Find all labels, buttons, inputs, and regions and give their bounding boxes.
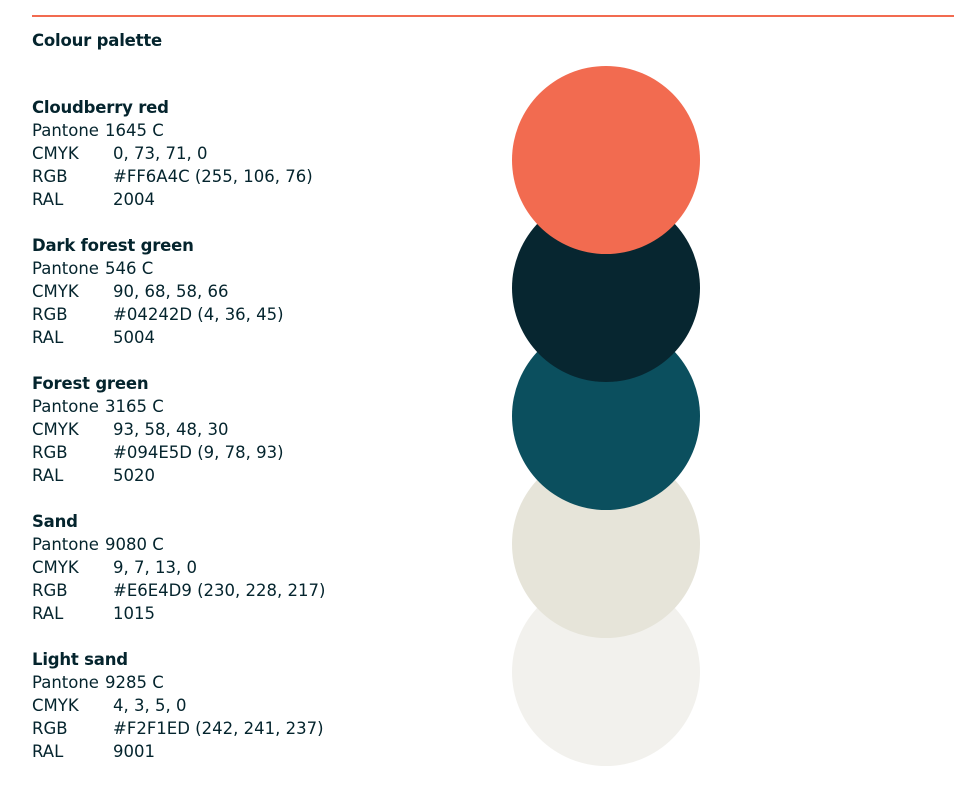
pantone-value: 546 C (104, 259, 154, 278)
cmyk-value: 4, 3, 5, 0 (113, 696, 187, 715)
colour-name: Dark forest green (32, 236, 194, 255)
ral-value: 1015 (113, 604, 155, 623)
ral-label: RAL (32, 604, 64, 623)
ral-label: RAL (32, 466, 64, 485)
cmyk-label: CMYK (32, 558, 79, 577)
pantone-label: Pantone (32, 121, 99, 140)
ral-value: 5020 (113, 466, 155, 485)
colour-spec-sand: Sand Pantone 9080 C CMYK 9, 7, 13, 0 RGB… (32, 510, 325, 648)
ral-row: RAL 2004 (32, 188, 325, 211)
ral-value: 2004 (113, 190, 155, 209)
colour-spec-dark-forest-green: Dark forest green Pantone 546 C CMYK 90,… (32, 234, 325, 372)
cmyk-value: 93, 58, 48, 30 (113, 420, 229, 439)
rgb-label: RGB (32, 719, 68, 738)
cmyk-value: 90, 68, 58, 66 (113, 282, 229, 301)
rgb-value: #E6E4D9 (230, 228, 217) (113, 581, 326, 600)
ral-value: 5004 (113, 328, 155, 347)
cmyk-row: CMYK 4, 3, 5, 0 (32, 694, 325, 717)
colour-spec-list: Cloudberry red Pantone 1645 C CMYK 0, 73… (32, 96, 325, 786)
cmyk-label: CMYK (32, 282, 79, 301)
rgb-label: RGB (32, 167, 68, 186)
pantone-label: Pantone (32, 259, 99, 278)
ral-row: RAL 9001 (32, 740, 325, 763)
pantone-label: Pantone (32, 535, 99, 554)
section-title: Colour palette (32, 31, 163, 50)
rgb-row: RGB #F2F1ED (242, 241, 237) (32, 717, 325, 740)
ral-row: RAL 1015 (32, 602, 325, 625)
ral-value: 9001 (113, 742, 155, 761)
rgb-row: RGB #FF6A4C (255, 106, 76) (32, 165, 325, 188)
pantone-label: Pantone (32, 397, 99, 416)
cmyk-label: CMYK (32, 696, 79, 715)
ral-label: RAL (32, 328, 64, 347)
pantone-value: 1645 C (104, 121, 164, 140)
colour-spec-forest-green: Forest green Pantone 3165 C CMYK 93, 58,… (32, 372, 325, 510)
rgb-value: #094E5D (9, 78, 93) (113, 443, 284, 462)
swatch-cloudberry-red (512, 66, 700, 254)
rgb-row: RGB #094E5D (9, 78, 93) (32, 441, 325, 464)
pantone-value: 9080 C (104, 535, 164, 554)
pantone-row: Pantone 546 C (32, 257, 325, 280)
cmyk-row: CMYK 0, 73, 71, 0 (32, 142, 325, 165)
ral-label: RAL (32, 190, 64, 209)
cmyk-row: CMYK 9, 7, 13, 0 (32, 556, 325, 579)
cmyk-row: CMYK 90, 68, 58, 66 (32, 280, 325, 303)
rgb-row: RGB #04242D (4, 36, 45) (32, 303, 325, 326)
cmyk-row: CMYK 93, 58, 48, 30 (32, 418, 325, 441)
rgb-label: RGB (32, 443, 68, 462)
rgb-value: #F2F1ED (242, 241, 237) (113, 719, 324, 738)
colour-name: Cloudberry red (32, 98, 169, 117)
colour-name: Light sand (32, 650, 128, 669)
top-divider (32, 15, 954, 17)
ral-label: RAL (32, 742, 64, 761)
pantone-row: Pantone 9285 C (32, 671, 325, 694)
cmyk-value: 9, 7, 13, 0 (113, 558, 197, 577)
colour-spec-light-sand: Light sand Pantone 9285 C CMYK 4, 3, 5, … (32, 648, 325, 786)
cmyk-value: 0, 73, 71, 0 (113, 144, 208, 163)
rgb-label: RGB (32, 581, 68, 600)
rgb-row: RGB #E6E4D9 (230, 228, 217) (32, 579, 325, 602)
pantone-value: 3165 C (104, 397, 164, 416)
colour-spec-cloudberry-red: Cloudberry red Pantone 1645 C CMYK 0, 73… (32, 96, 325, 234)
pantone-row: Pantone 1645 C (32, 119, 325, 142)
pantone-row: Pantone 9080 C (32, 533, 325, 556)
colour-name: Forest green (32, 374, 149, 393)
cmyk-label: CMYK (32, 144, 79, 163)
cmyk-label: CMYK (32, 420, 79, 439)
ral-row: RAL 5020 (32, 464, 325, 487)
rgb-label: RGB (32, 305, 68, 324)
ral-row: RAL 5004 (32, 326, 325, 349)
pantone-row: Pantone 3165 C (32, 395, 325, 418)
rgb-value: #04242D (4, 36, 45) (113, 305, 284, 324)
pantone-value: 9285 C (104, 673, 164, 692)
colour-swatch-stack (512, 66, 700, 780)
colour-name: Sand (32, 512, 78, 531)
rgb-value: #FF6A4C (255, 106, 76) (113, 167, 313, 186)
pantone-label: Pantone (32, 673, 99, 692)
